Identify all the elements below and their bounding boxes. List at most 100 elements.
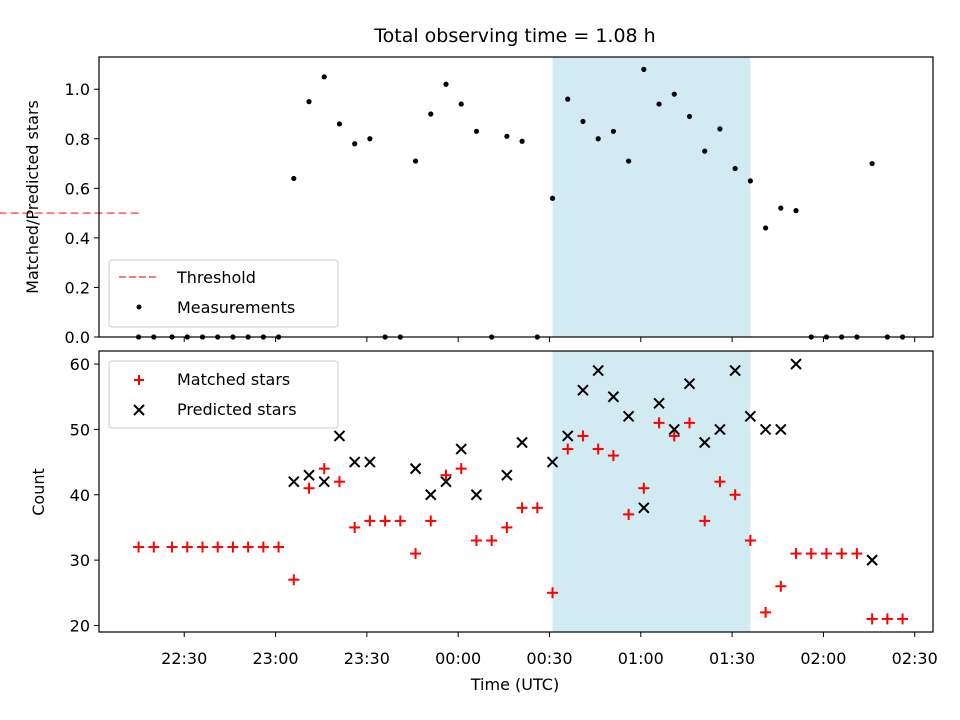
matched-star-point [257, 541, 269, 553]
measurement-point [412, 158, 419, 164]
predicted-star-point [699, 436, 711, 449]
measurement-point [352, 141, 358, 147]
measurement-point [656, 101, 662, 107]
predicted-star-point [516, 436, 528, 449]
matched-star-point [364, 515, 376, 527]
chart-title: Total observing time = 1.08 h [373, 25, 655, 47]
predicted-star-point [409, 462, 422, 475]
matched-star-point [638, 482, 650, 494]
predicted-star-point [759, 423, 772, 436]
matched-star-point [349, 521, 361, 533]
matched-star-point [440, 469, 452, 481]
bottom-frame [98, 350, 934, 633]
bottom-y-tick-label: 20 [70, 616, 90, 635]
x-axis-label: Time (UTC) [470, 675, 559, 694]
bottom-legend-box [108, 360, 339, 429]
predicted-star-point [775, 423, 787, 436]
predicted-star-point [790, 358, 802, 370]
measurement-point [306, 99, 312, 105]
matched-star-point [836, 548, 848, 560]
legend-measurements-label: Measurements [177, 298, 295, 317]
measurement-point [443, 81, 449, 87]
matched-star-point [181, 541, 193, 553]
top-legend-box [108, 259, 339, 328]
measurement-point [549, 195, 556, 201]
measurement-point [641, 66, 647, 72]
predicted-star-point [501, 469, 513, 481]
measurement-point [519, 138, 525, 144]
predicted-star-point [348, 456, 361, 468]
matched-star-point [531, 502, 543, 514]
measurement-point [321, 74, 327, 80]
matched-star-point [744, 535, 756, 547]
matched-star-point [486, 535, 498, 547]
bottom-y-tick-label: 40 [70, 486, 90, 505]
matched-star-point [379, 515, 391, 527]
predicted-star-point [288, 475, 300, 488]
matched-star-point [455, 463, 467, 475]
predicted-star-point [364, 456, 376, 468]
measurement-point [428, 111, 434, 117]
matched-star-point [699, 515, 711, 527]
matched-star-point [577, 430, 589, 442]
predicted-star-point [668, 423, 680, 436]
bottom-y-tick-label: 30 [70, 551, 90, 570]
predicted-star-point [607, 391, 620, 403]
predicted-star-point [303, 469, 315, 481]
matched-star-point [333, 476, 345, 488]
measurement-point [504, 133, 510, 139]
predicted-star-point [425, 489, 437, 501]
predicted-star-point [546, 456, 559, 468]
matched-star-point [212, 541, 224, 553]
measurement-point [717, 126, 723, 132]
measurement-point [702, 148, 708, 154]
measurement-point [762, 225, 769, 231]
measurement-point [732, 165, 738, 172]
predicted-star-point [638, 502, 650, 514]
bottom-highlight-span [552, 351, 751, 632]
matched-star-point [881, 613, 893, 625]
top-legend: Threshold Measurements [108, 259, 339, 328]
bottom-x-tick-label: 02:00 [800, 649, 846, 668]
predicted-star-point [455, 443, 467, 455]
measurement-point [626, 158, 632, 164]
predicted-star-point [470, 489, 483, 501]
predicted-star-point [440, 475, 452, 488]
bottom-y-tick-label: 60 [70, 355, 90, 374]
matched-star-point [897, 613, 909, 625]
bottom-x-tick-label: 22:30 [161, 649, 207, 668]
measurement-point [869, 160, 875, 167]
matched-star-point [288, 574, 300, 586]
predicted-star-point [577, 384, 589, 396]
predicted-star-point [744, 410, 757, 423]
legend-predicted-label: Predicted stars [177, 400, 297, 419]
bottom-legend: Matched stars Predicted stars [108, 360, 339, 429]
top-y-tick-label: 1.0 [65, 80, 90, 99]
matched-star-point [470, 535, 482, 547]
matched-star-point [394, 515, 406, 527]
matched-star-point [729, 489, 741, 501]
bottom-x-tick-label: 01:30 [709, 649, 755, 668]
matched-star-point [607, 450, 619, 462]
legend-matched-swatch [134, 375, 144, 385]
bottom-x-tick-label: 23:30 [344, 649, 390, 668]
legend-predicted-swatch [133, 404, 145, 416]
matched-star-point [303, 482, 315, 494]
bottom-x-tick-label: 00:30 [526, 649, 572, 668]
predicted-star-point [866, 554, 878, 566]
top-y-tick-label: 0.8 [65, 130, 90, 149]
predicted-star-point [562, 430, 574, 442]
legend-measurements-swatch [136, 304, 142, 310]
matched-star-point [775, 580, 787, 592]
measurement-point [747, 178, 753, 184]
top-frame [98, 56, 934, 338]
matched-star-point [547, 587, 559, 599]
top-panel: 0.0 0.2 0.4 0.6 0.8 1.0 Matched/Predicted sta… [0, 56, 934, 347]
matched-star-point [714, 476, 726, 488]
matched-star-point [851, 548, 863, 560]
predicted-star-point [333, 430, 346, 442]
top-y-tick-label: 0.0 [65, 328, 90, 347]
matched-star-point [760, 606, 772, 618]
bottom-panel: 20 30 40 50 60 22:30 23:00 23:30 00:00 00:30 01:00… [29, 350, 938, 694]
measurement-point [473, 128, 480, 134]
